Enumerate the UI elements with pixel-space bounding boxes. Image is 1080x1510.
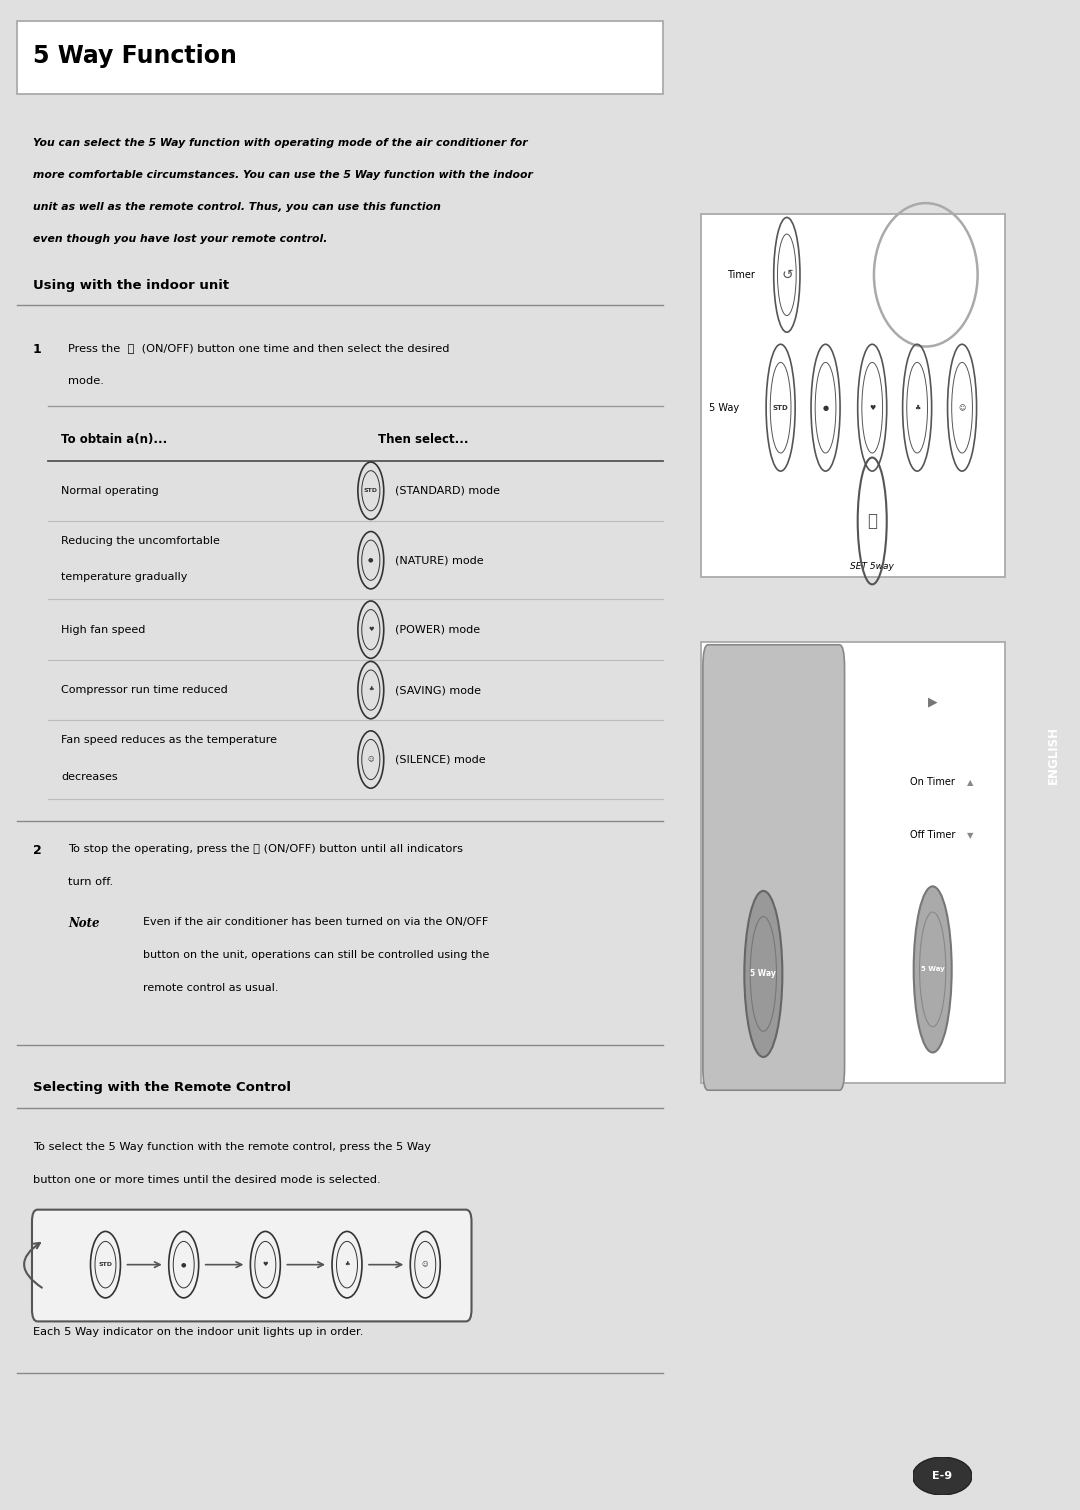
Text: ♣: ♣ <box>914 405 920 411</box>
FancyBboxPatch shape <box>32 1210 472 1321</box>
Text: remote control as usual.: remote control as usual. <box>143 983 279 994</box>
Text: Selecting with the Remote Control: Selecting with the Remote Control <box>32 1081 291 1093</box>
Text: temperature gradually: temperature gradually <box>62 572 188 583</box>
Text: turn off.: turn off. <box>68 877 113 888</box>
Circle shape <box>744 891 782 1057</box>
Text: decreases: decreases <box>62 772 118 782</box>
Text: (SILENCE) mode: (SILENCE) mode <box>394 755 485 764</box>
Text: Each 5 Way indicator on the indoor unit lights up in order.: Each 5 Way indicator on the indoor unit … <box>32 1327 363 1338</box>
Text: 5 Way: 5 Way <box>751 969 777 978</box>
FancyBboxPatch shape <box>703 645 845 1090</box>
Text: ↺: ↺ <box>781 267 793 282</box>
Text: SET 5way: SET 5way <box>850 562 894 571</box>
FancyBboxPatch shape <box>701 214 1005 577</box>
Text: STD: STD <box>773 405 788 411</box>
Text: ♥: ♥ <box>262 1262 268 1267</box>
Text: High fan speed: High fan speed <box>62 625 146 634</box>
Text: ☺: ☺ <box>422 1262 429 1267</box>
Text: mode.: mode. <box>68 376 104 387</box>
Text: To obtain a(n)...: To obtain a(n)... <box>62 433 167 445</box>
Text: 5 Way: 5 Way <box>921 966 945 972</box>
Text: (POWER) mode: (POWER) mode <box>394 625 480 634</box>
Text: button on the unit, operations can still be controlled using the: button on the unit, operations can still… <box>143 950 489 960</box>
FancyBboxPatch shape <box>701 642 1005 1083</box>
Text: Using with the indoor unit: Using with the indoor unit <box>32 279 229 291</box>
Text: ▼: ▼ <box>968 831 974 840</box>
Text: Timer: Timer <box>727 270 755 279</box>
Text: 5 Way Function: 5 Way Function <box>32 44 237 68</box>
Text: ☺: ☺ <box>367 757 374 763</box>
Text: To stop the operating, press the ⏻ (ON/OFF) button until all indicators: To stop the operating, press the ⏻ (ON/O… <box>68 844 463 855</box>
Text: ▶: ▶ <box>928 696 937 708</box>
Circle shape <box>913 1457 972 1495</box>
Text: ENGLISH: ENGLISH <box>1047 726 1059 784</box>
Text: ♥: ♥ <box>368 627 374 633</box>
Text: ●: ● <box>368 557 374 563</box>
Text: ▲: ▲ <box>968 778 974 787</box>
Text: Off Timer: Off Timer <box>910 831 956 840</box>
Text: Compressor run time reduced: Compressor run time reduced <box>62 686 228 695</box>
Text: button one or more times until the desired mode is selected.: button one or more times until the desir… <box>32 1175 380 1185</box>
Text: ♣: ♣ <box>368 687 374 693</box>
Text: (STANDARD) mode: (STANDARD) mode <box>394 486 500 495</box>
Text: Note: Note <box>68 917 99 930</box>
Text: Fan speed reduces as the temperature: Fan speed reduces as the temperature <box>62 735 278 744</box>
Text: Press the  ⏻  (ON/OFF) button one time and then select the desired: Press the ⏻ (ON/OFF) button one time and… <box>68 343 449 353</box>
Text: more comfortable circumstances. You can use the 5 Way function with the indoor: more comfortable circumstances. You can … <box>32 171 532 180</box>
Text: STD: STD <box>98 1262 112 1267</box>
Text: To select the 5 Way function with the remote control, press the 5 Way: To select the 5 Way function with the re… <box>32 1142 431 1152</box>
Text: even though you have lost your remote control.: even though you have lost your remote co… <box>32 234 327 243</box>
Text: ⏻: ⏻ <box>867 512 877 530</box>
Text: (SAVING) mode: (SAVING) mode <box>394 686 481 695</box>
Text: 1: 1 <box>32 343 41 356</box>
Text: ♣: ♣ <box>345 1262 350 1267</box>
Text: ♥: ♥ <box>869 405 875 411</box>
Text: STD: STD <box>364 488 378 494</box>
Text: Even if the air conditioner has been turned on via the ON/OFF: Even if the air conditioner has been tur… <box>143 917 488 927</box>
Text: 2: 2 <box>32 844 41 858</box>
Text: Normal operating: Normal operating <box>62 486 159 495</box>
Text: You can select the 5 Way function with operating mode of the air conditioner for: You can select the 5 Way function with o… <box>32 139 527 148</box>
Text: Each time you press the 5 Way button:: Each time you press the 5 Way button: <box>32 1217 269 1228</box>
Text: ●: ● <box>823 405 828 411</box>
Text: ●: ● <box>181 1262 187 1267</box>
Circle shape <box>914 886 951 1052</box>
Text: Then select...: Then select... <box>378 433 468 445</box>
Text: E-9: E-9 <box>932 1471 953 1481</box>
Text: On Timer: On Timer <box>910 778 955 787</box>
Text: 5 Way: 5 Way <box>708 403 739 412</box>
Text: (NATURE) mode: (NATURE) mode <box>394 556 483 565</box>
FancyBboxPatch shape <box>17 21 663 94</box>
Text: ☺: ☺ <box>958 405 966 411</box>
Text: Reducing the uncomfortable: Reducing the uncomfortable <box>62 536 220 545</box>
Text: unit as well as the remote control. Thus, you can use this function: unit as well as the remote control. Thus… <box>32 202 441 211</box>
